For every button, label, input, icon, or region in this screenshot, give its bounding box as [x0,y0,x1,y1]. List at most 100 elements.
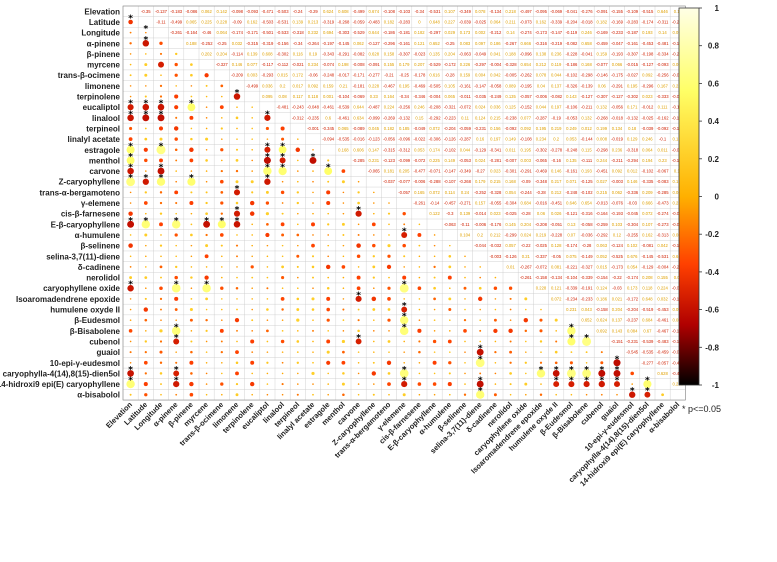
cell-circle [494,361,497,364]
cell-value: -0.279 [672,51,685,56]
cell-value: -0.178 [413,73,426,78]
significance-star: * [569,365,574,375]
cell-circle [402,393,406,397]
cell-circle [159,212,163,215]
cell-circle [387,212,391,215]
cell-value: 0.198 [338,62,349,67]
cell-value: 0.003 [247,73,258,78]
cell-value: 0.075 [566,254,577,259]
cell-value: 0.182 [414,30,425,35]
cell-circle [145,287,147,290]
cell-value: 0.117 [293,94,304,99]
cell-circle [190,266,193,268]
cell-value: -0.304 [505,201,518,206]
row-label: terpinolene [77,93,121,102]
cell-circle [417,382,422,386]
significance-star: * [402,365,407,375]
cell-circle [235,201,239,205]
cell-value: -0.255 [672,19,685,24]
cell-value: -0.228 [672,264,685,269]
cell-value: 0.103 [612,222,623,227]
cell-value: -0.19 [551,115,561,120]
colorbar-tick: -0.4 [705,268,719,277]
cell-circle [235,244,239,247]
cell-value: -0.083 [657,179,670,184]
cell-value: -0.261 [170,30,183,35]
cell-value: -0.302 [535,147,548,152]
cell-value: 0.051 [673,307,684,312]
cell-value: -0.018 [581,19,594,24]
cell-circle [220,191,224,194]
cell-value: -0.134 [489,9,502,14]
cell-circle [144,127,147,130]
cell-value: 0.204 [217,51,228,56]
cell-circle [251,159,253,162]
cell-circle [342,393,345,396]
cell-circle [265,212,269,216]
cell-value: -0.152 [520,105,533,110]
cell-value: -0.173 [611,264,624,269]
colorbar-tick: 0 [715,193,720,202]
cell-value: -0.006 [474,222,487,227]
cell-circle [141,220,151,229]
cell-value: -0.134 [550,275,563,280]
cell-value: -0.285 [353,158,366,163]
cell-circle [464,383,466,385]
cell-value: 0.23 [659,158,668,163]
cell-circle [265,126,269,131]
cell-circle [297,159,299,162]
cell-value: -0.267 [520,264,533,269]
cell-circle [205,127,208,130]
cell-circle [144,73,148,77]
cell-circle [144,340,147,343]
cell-value: 0.234 [308,62,319,67]
cell-circle [143,201,148,205]
heatmap-cells: -0.35 -0.137 -0.183 -0.086 0.062 0.142 -0.098-… [126,9,684,399]
cell-value: 0.032 [657,296,668,301]
cell-value: 0.606 [353,147,364,152]
cell-value: 0.15 [415,115,424,120]
cell-value: -0.092 [505,126,518,131]
cell-circle [204,254,209,259]
cell-value: -0.102 [565,73,578,78]
cell-circle [479,276,482,279]
cell-circle [263,166,272,176]
cell-circle [402,243,406,248]
cell-value: -0.102 [444,147,457,152]
cell-circle [234,318,240,323]
cell-circle [144,351,147,354]
significance-star: * [128,216,133,226]
cell-value: 0.217 [551,179,562,184]
cell-value: -0.461 [657,318,670,323]
cell-circle [387,254,391,258]
cell-value: -0.503 [261,19,274,24]
cell-circle [536,369,546,378]
cell-value: -0.483 [657,339,670,344]
cell-circle [129,308,132,311]
cell-circle [448,361,452,365]
cell-circle [126,156,135,165]
cell-circle [357,329,360,333]
cell-value: -0.127 [368,41,381,46]
cell-value: -0.315 [383,147,396,152]
cell-value: -0.319 [322,19,335,24]
cell-circle [281,308,284,311]
cell-value: 0.06 [537,211,546,216]
cell-circle [600,393,603,396]
cell-value: 0.024 [521,232,532,237]
cell-circle [433,244,436,247]
cell-circle [127,167,134,175]
cell-circle [357,383,360,385]
cell-value: 0.215 [673,382,684,387]
cell-value: 0.231 [673,201,684,206]
cell-value: -0.164 [596,211,609,216]
cell-circle [311,371,315,376]
cell-value: -0.069 [353,94,366,99]
cell-value: -0.162 [657,115,670,120]
cell-value: 0.011 [506,147,517,152]
cell-value: -0.057 [520,94,533,99]
cell-value: -0.077 [398,179,411,184]
cell-circle [449,287,451,290]
cell-circle [281,255,284,258]
cell-value: 0.062 [201,9,212,14]
